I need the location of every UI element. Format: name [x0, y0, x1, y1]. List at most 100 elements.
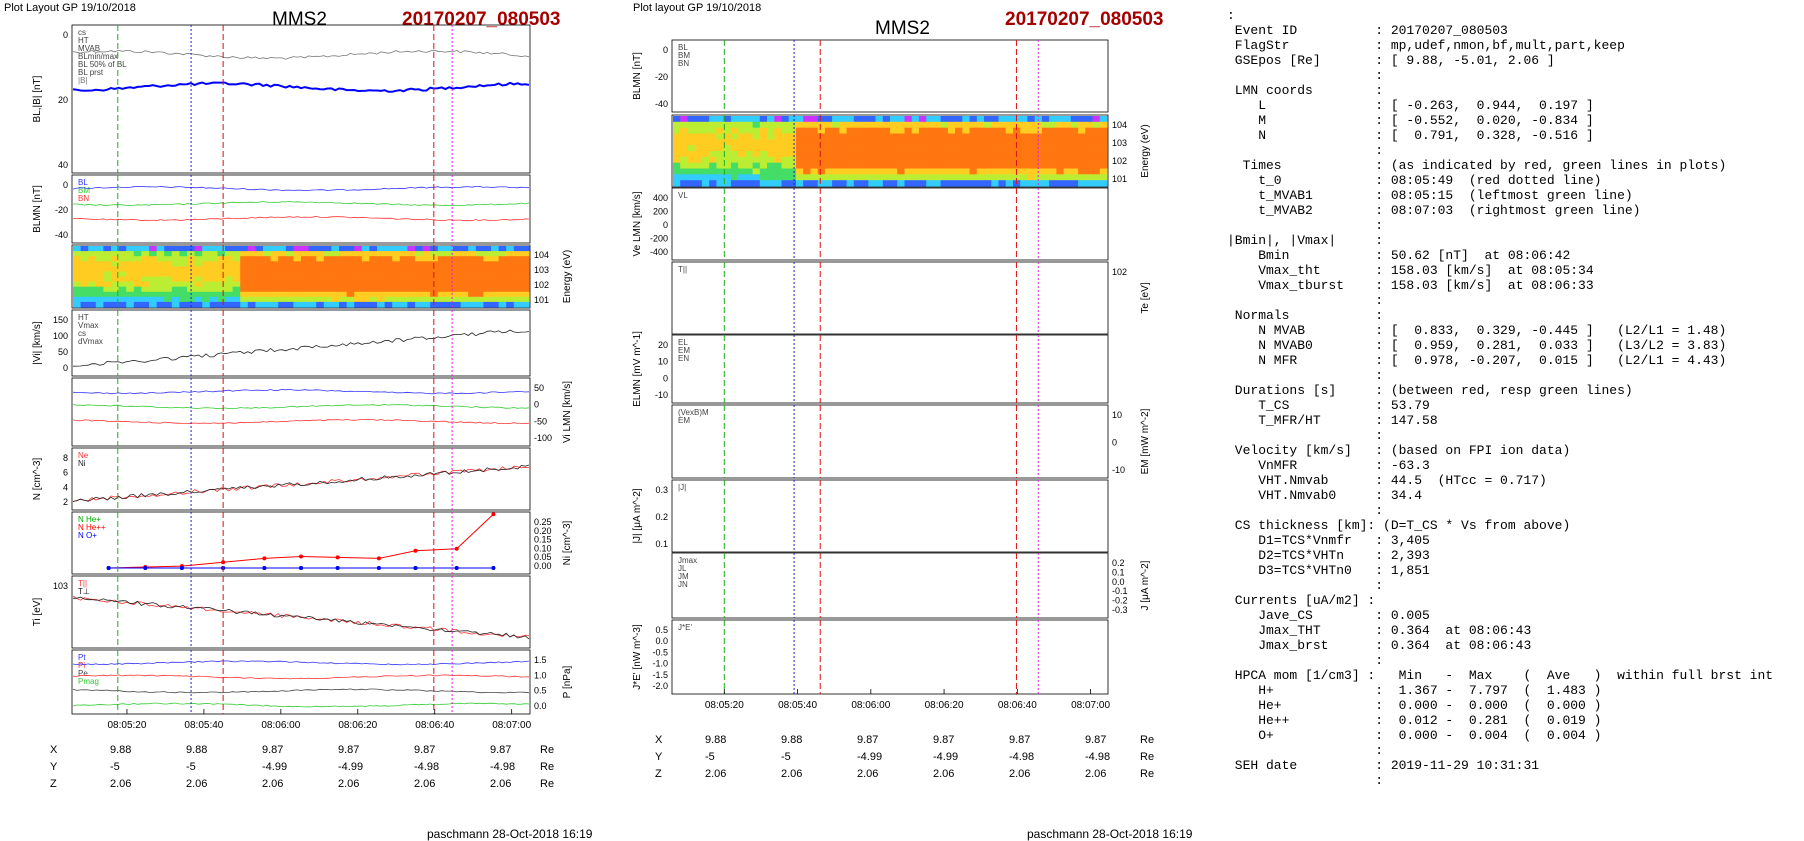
position-value: -4.98	[414, 761, 440, 773]
position-value: 2.06	[338, 778, 360, 790]
series-line	[72, 702, 530, 708]
position-value: 2.06	[1085, 768, 1107, 780]
y-tick-label: 200	[653, 207, 668, 217]
panel-frame	[671, 404, 1109, 479]
legend-entry: MVAB	[78, 44, 100, 53]
y-axis-label: |J| [μA m^-2]	[632, 488, 643, 543]
y-tick-label: -50	[534, 416, 547, 426]
panel-frame	[671, 552, 1109, 619]
y-axis-label: Ti [eV]	[32, 598, 43, 627]
position-value: 9.87	[857, 734, 879, 746]
position-value: -5	[186, 761, 196, 773]
panel-frame	[71, 447, 531, 511]
x-tick-label: 08:05:20	[705, 700, 744, 711]
position-value: -4.99	[262, 761, 288, 773]
legend-entry: |J|	[678, 483, 686, 492]
y-tick-label: 40	[58, 160, 68, 170]
position-row-label: Z	[50, 778, 57, 790]
y-axis-label: Vi LMN [km/s]	[562, 381, 573, 443]
position-value: -5	[705, 751, 715, 763]
x-tick-label: 08:05:40	[184, 720, 223, 731]
y-axis-label: Te [eV]	[1140, 282, 1151, 313]
x-tick-label: 08:07:00	[1071, 700, 1110, 711]
x-tick-label: 08:05:20	[107, 720, 146, 731]
position-unit: Re	[540, 744, 555, 756]
panel-frame	[71, 511, 531, 575]
position-value: 9.87	[414, 744, 436, 756]
series-line	[72, 329, 530, 367]
position-unit: Re	[1140, 751, 1155, 763]
right-event-title: 20170207_080503	[1005, 9, 1164, 30]
legend-entry: cs	[78, 28, 86, 37]
x-tick-label: 08:06:00	[261, 720, 300, 731]
legend-entry: HT	[78, 313, 89, 322]
legend-entry: Vmax	[78, 321, 98, 330]
panel-frame	[71, 575, 531, 649]
legend-entry: Pi	[78, 661, 85, 670]
position-unit: Re	[1140, 768, 1155, 780]
position-value: 9.87	[262, 744, 284, 756]
legend-entry: N He++	[78, 523, 106, 532]
y-tick-label: 2	[63, 497, 68, 507]
panel-frame	[671, 334, 1109, 404]
legend-entry: dVmax	[78, 337, 103, 346]
panel-frame	[671, 187, 1109, 261]
position-row-label: Y	[50, 761, 58, 773]
y-axis-label: BL,|B| [nT]	[32, 75, 43, 122]
position-row-label: Z	[655, 768, 662, 780]
position-unit: Re	[540, 761, 555, 773]
y-tick-label: -20	[655, 72, 668, 82]
legend-entry: Pe	[78, 669, 88, 678]
series-line	[72, 388, 530, 395]
y-axis-label: Ve LMN [km/s]	[632, 191, 643, 256]
y-tick-label: -0.5	[652, 647, 668, 657]
y-axis-label: EM [mW m^-2]	[1140, 408, 1151, 474]
legend-entry: N He+	[78, 515, 101, 524]
y-tick-label: 0	[663, 45, 668, 55]
position-value: 9.88	[781, 734, 803, 746]
position-value: 2.06	[186, 778, 208, 790]
position-value: -5	[781, 751, 791, 763]
y-tick-label: 103	[534, 265, 549, 275]
y-tick-label: 0.1	[1112, 567, 1125, 577]
x-tick-label: 08:07:00	[492, 720, 531, 731]
legend-entry: Ni	[78, 459, 86, 468]
y-axis-label: N [cm^-3]	[32, 458, 43, 501]
series-line	[72, 688, 530, 694]
energy-spectrogram	[673, 116, 1108, 187]
legend-entry: BLmin/max	[78, 52, 118, 61]
series-line	[72, 49, 530, 60]
y-tick-label: 103	[1112, 138, 1127, 148]
panel-frame	[671, 261, 1109, 335]
panel-frame	[671, 114, 1109, 188]
x-tick-label: 08:06:40	[415, 720, 454, 731]
position-value: -4.98	[1009, 751, 1035, 763]
y-tick-label: -2.0	[652, 681, 668, 691]
y-tick-label: 0	[63, 180, 68, 190]
series-line	[72, 81, 530, 93]
y-tick-label: 0.2	[655, 512, 668, 522]
series-line	[72, 186, 530, 192]
y-axis-label: J [μA m^-2]	[1140, 560, 1151, 610]
x-tick-label: 08:05:40	[778, 700, 817, 711]
position-value: 9.87	[1009, 734, 1031, 746]
series-line	[72, 595, 530, 638]
legend-entry: JN	[678, 580, 688, 589]
y-tick-label: 0.20	[534, 526, 552, 536]
y-tick-label: -0.3	[1112, 605, 1128, 615]
legend-entry: EN	[678, 354, 689, 363]
position-value: 2.06	[933, 768, 955, 780]
y-tick-label: 10	[658, 357, 668, 367]
panel-VeLMN: 400 200 0 -200 -400 Ve LMN [km/s] VL	[632, 187, 1109, 261]
legend-entry: BM	[678, 51, 690, 60]
y-tick-label: 0.0	[534, 701, 547, 711]
position-value: 2.06	[490, 778, 512, 790]
y-tick-label: -20	[55, 205, 68, 215]
y-tick-label: 100	[53, 331, 68, 341]
legend-entry: Jmax	[678, 556, 697, 565]
series-line	[72, 419, 530, 425]
legend-entry: |B|	[78, 76, 88, 85]
legend-entry: EM	[678, 416, 690, 425]
